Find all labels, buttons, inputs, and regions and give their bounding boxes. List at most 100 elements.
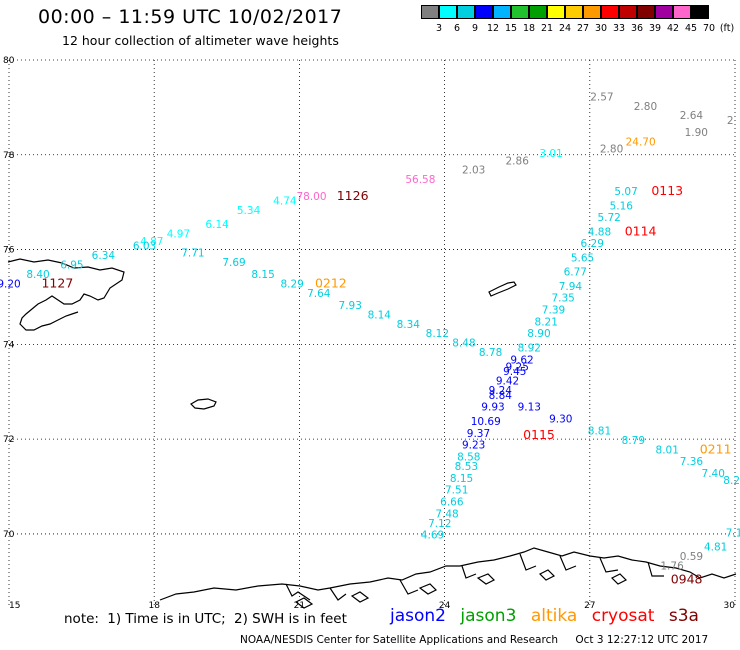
legend-label: 18 — [522, 23, 536, 34]
wave-height-label: 2.86 — [506, 155, 530, 167]
norway-fjords — [285, 553, 664, 601]
wave-height-label: 4.69 — [421, 530, 444, 542]
wave-height-label: 8.21 — [535, 316, 558, 328]
legend-label: 70 — [702, 23, 716, 34]
legend-label: 6 — [453, 23, 461, 34]
legend-swatch — [493, 5, 511, 19]
wave-height-label: 9.20 — [0, 278, 21, 290]
lon-tick-label: 24 — [439, 601, 451, 611]
lat-lon-grid — [8, 59, 736, 605]
lat-tick-label: 80 — [3, 56, 15, 66]
pass-time-label: 0114 — [625, 223, 657, 238]
wave-height-label: 6.34 — [92, 250, 116, 262]
lat-tick-label: 76 — [3, 246, 15, 256]
coastlines — [7, 258, 737, 609]
legend-label: 21 — [540, 23, 554, 34]
legend-label: 15 — [504, 23, 518, 34]
note-prefix: note: — [64, 611, 99, 627]
wave-height-label: 5.34 — [237, 205, 261, 217]
wave-height-label: 7.51 — [445, 485, 468, 497]
wave-height-label: 7.15 — [726, 527, 740, 539]
credit-org: NOAA/NESDIS Center for Satellite Applica… — [240, 634, 558, 646]
legend-swatch — [565, 5, 583, 19]
wave-height-label: 9.13 — [518, 402, 541, 414]
wave-height-label: 4.81 — [704, 542, 727, 554]
legend-swatch — [529, 5, 547, 19]
wave-height-label: 9.25 — [506, 361, 529, 373]
wave-height-label: 2.80 — [634, 101, 657, 113]
lat-tick-label: 78 — [3, 151, 15, 161]
legend-swatch — [619, 5, 637, 19]
norway-islands — [294, 569, 628, 609]
wave-height-label: 24.70 — [626, 136, 656, 148]
wave-height-label: 8.84 — [489, 390, 513, 402]
satellite-cryosat: cryosat — [591, 606, 655, 626]
legend-swatch — [637, 5, 655, 19]
wave-height-label: 1.90 — [685, 127, 708, 139]
wave-height-label: 8.90 — [527, 328, 550, 340]
wave-height-label: 6.95 — [60, 260, 83, 272]
legend-label: 27 — [576, 23, 590, 34]
wave-height-label: 2.57 — [590, 91, 613, 103]
legend-label: 45 — [684, 23, 698, 34]
wave-height-label: 7.36 — [680, 456, 704, 468]
wave-height-label: 7.40 — [702, 468, 725, 480]
wave-height-label: 9.37 — [467, 428, 490, 440]
wave-height-label: 8.20 — [723, 475, 740, 487]
pass-time-label: 1127 — [41, 275, 73, 290]
bear-island-coastline — [190, 398, 217, 410]
axis-labels: 80 78 76 74 72 70 15 18 21 24 27 30 — [3, 56, 735, 611]
wave-height-label: 8.01 — [656, 444, 679, 456]
wave-height-label: 2.64 — [680, 110, 704, 122]
map-title: 00:00 – 11:59 UTC 10/02/2017 — [38, 6, 343, 28]
wave-height-label: 6.03 — [133, 241, 156, 253]
satellite-altika: altika — [530, 606, 578, 626]
wave-height-label: 9.42 — [496, 376, 519, 388]
wave-height-label: 8.40 — [26, 269, 49, 281]
wave-height-label: 9.93 — [481, 402, 504, 414]
legend-label: 3 — [435, 23, 443, 34]
wave-height-label: 8.12 — [426, 328, 449, 340]
wave-height-label: 7.93 — [339, 300, 362, 312]
wave-height-label: 9.30 — [549, 414, 572, 426]
wave-height-label: 5.07 — [614, 186, 637, 198]
wave-height-label: 8.14 — [368, 309, 392, 321]
legend-swatch — [511, 5, 529, 19]
note-item-2: 2) SWH is in feet — [234, 611, 347, 627]
legend-swatch — [655, 5, 673, 19]
wave-height-label: 8.34 — [397, 319, 421, 331]
pass-time-label: 0212 — [315, 275, 347, 290]
wave-height-label: 8.29 — [280, 278, 303, 290]
legend-label: 36 — [630, 23, 644, 34]
pass-time-label: 0211 — [700, 441, 732, 456]
wave-height-label: 7.12 — [428, 518, 451, 530]
pass-time-label: 0115 — [523, 427, 555, 442]
wave-height-label: 7.35 — [551, 293, 574, 305]
wave-height-label: 5.65 — [571, 252, 594, 264]
wave-height-label: 10.69 — [471, 416, 501, 428]
legend-label: 42 — [666, 23, 680, 34]
wave-height-label: 4.97 — [167, 229, 190, 241]
wave-height-label: 8.48 — [452, 338, 475, 350]
wave-height-label: 7.71 — [181, 248, 204, 260]
pass-time-label: 0113 — [651, 183, 683, 198]
lon-tick-label: 27 — [584, 601, 595, 611]
lon-tick-label: 21 — [294, 601, 305, 611]
wave-height-label: 2 — [727, 115, 734, 127]
lat-tick-label: 70 — [3, 530, 15, 540]
wave-height-label: 6.77 — [564, 267, 587, 279]
wave-height-label: 8.58 — [457, 451, 480, 463]
legend-label: 9 — [471, 23, 479, 34]
pass-time-label: 0948 — [671, 572, 703, 587]
lon-tick-label: 30 — [724, 601, 736, 611]
wave-height-label: 9.62 — [510, 354, 533, 366]
wave-height-label: 8.53 — [455, 461, 478, 473]
wave-height-label: 9.24 — [489, 385, 513, 397]
legend-swatch — [439, 5, 457, 19]
legend-swatch — [475, 5, 493, 19]
wave-height-label: 8.79 — [622, 435, 645, 447]
wave-height-label: 1.76 — [660, 560, 684, 572]
wave-height-label: 8.15 — [251, 269, 274, 281]
wave-height-label: 9.23 — [462, 440, 485, 452]
